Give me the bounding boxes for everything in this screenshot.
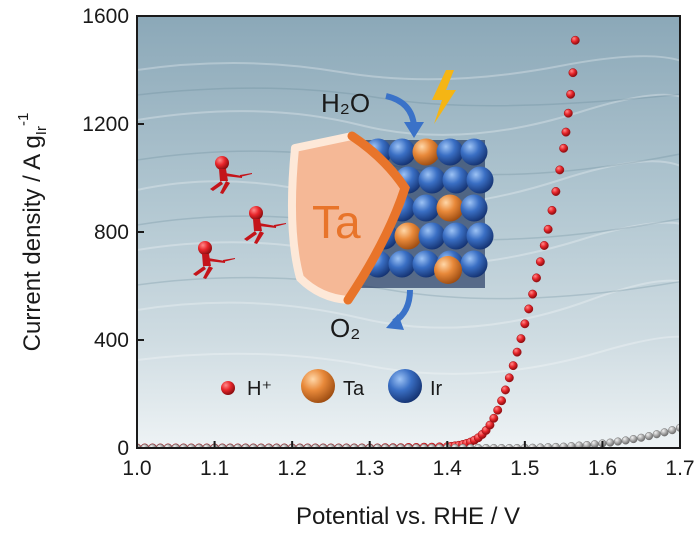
- tantalum-legend-icon: [301, 369, 335, 403]
- data-point: [547, 205, 557, 215]
- data-point: [570, 35, 580, 45]
- data-point: [559, 143, 569, 153]
- iridium-atom: [412, 250, 440, 278]
- data-point: [590, 440, 599, 448]
- iridium-atom: [442, 222, 470, 250]
- data-point: [504, 373, 514, 383]
- tantalum-atom: [394, 222, 422, 250]
- data-point: [652, 430, 661, 439]
- data-point: [497, 396, 507, 406]
- inset-illustration: H₂O Ta O₂ H⁺ Ta Ir: [193, 70, 494, 403]
- data-point: [512, 347, 522, 357]
- data-series: [137, 35, 680, 448]
- x-axis: 1.0 1.1 1.2 1.3 1.4 1.5 1.6 1.7: [122, 441, 695, 480]
- iridium-atom: [442, 166, 470, 194]
- iridium-atom: [460, 194, 488, 222]
- iridium-atom: [388, 138, 416, 166]
- runner-icon: [193, 241, 235, 279]
- data-point: [551, 187, 561, 196]
- lightning-icon: [432, 70, 456, 124]
- water-label: H₂O: [321, 88, 370, 118]
- data-point: [485, 420, 495, 430]
- y-tick-label: 1600: [82, 5, 129, 28]
- data-point: [644, 432, 654, 441]
- y-axis: 0 400 800 1200 1600: [82, 5, 144, 460]
- data-point: [528, 289, 538, 299]
- data-point: [555, 165, 565, 175]
- y-axis-title: Current density / A gIr-1: [15, 113, 50, 352]
- y-tick-label: 1200: [82, 113, 129, 136]
- data-point: [551, 442, 560, 448]
- iridium-atom: [418, 166, 446, 194]
- legend-label-proton: H⁺: [247, 378, 272, 400]
- oxygen-label: O₂: [330, 313, 360, 343]
- data-point: [520, 319, 530, 329]
- y-tick-label: 0: [117, 437, 129, 460]
- data-point: [532, 273, 541, 283]
- iridium-atom: [388, 250, 416, 278]
- x-tick-label: 1.3: [355, 457, 384, 480]
- data-point: [501, 385, 510, 395]
- tantalum-atom: [412, 138, 440, 166]
- iridium-legend-icon: [388, 369, 422, 403]
- data-point: [621, 436, 630, 445]
- x-tick-label: 1.7: [665, 457, 694, 480]
- data-point: [524, 304, 534, 314]
- y-tick-label: 800: [94, 221, 129, 244]
- data-point: [629, 435, 638, 444]
- tantalum-atom: [436, 194, 464, 222]
- x-tick-label: 1.1: [200, 457, 229, 480]
- data-point: [563, 108, 573, 118]
- data-point: [566, 89, 576, 99]
- iridium-atom: [460, 138, 488, 166]
- data-point: [535, 257, 545, 267]
- data-point: [606, 438, 615, 447]
- data-point: [508, 361, 518, 371]
- data-point: [489, 413, 499, 423]
- iridium-atom: [412, 194, 440, 222]
- data-point: [668, 426, 677, 435]
- proton-legend-icon: [221, 381, 235, 395]
- iridium-atom: [436, 138, 464, 166]
- iridium-atom: [460, 250, 488, 278]
- x-axis-title: Potential vs. RHE / V: [296, 503, 520, 530]
- x-tick-label: 1.2: [278, 457, 307, 480]
- iridium-atom: [466, 222, 494, 250]
- runner-icon: [244, 206, 286, 244]
- y-tick-label: 400: [94, 329, 129, 352]
- legend-label-iridium: Ir: [430, 378, 443, 400]
- data-point: [543, 224, 553, 234]
- data-point: [516, 334, 526, 344]
- iridium-atom: [418, 222, 446, 250]
- data-point: [568, 68, 578, 78]
- data-point: [559, 442, 568, 448]
- data-point: [637, 433, 646, 442]
- data-point: [539, 241, 549, 250]
- shield-label: Ta: [312, 196, 361, 248]
- x-tick-label: 1.6: [588, 457, 617, 480]
- x-tick-label: 1.0: [122, 457, 151, 480]
- data-point: [660, 428, 669, 437]
- data-point: [613, 437, 622, 446]
- x-tick-label: 1.5: [510, 457, 539, 480]
- tantalum-atom: [434, 256, 462, 284]
- data-point: [561, 127, 571, 137]
- runner-icon: [210, 156, 252, 194]
- legend-label-tantalum: Ta: [343, 378, 365, 400]
- data-point: [493, 405, 503, 415]
- iridium-atom: [466, 166, 494, 194]
- x-tick-label: 1.4: [433, 457, 463, 480]
- inset-legend: H⁺ Ta Ir: [221, 369, 443, 403]
